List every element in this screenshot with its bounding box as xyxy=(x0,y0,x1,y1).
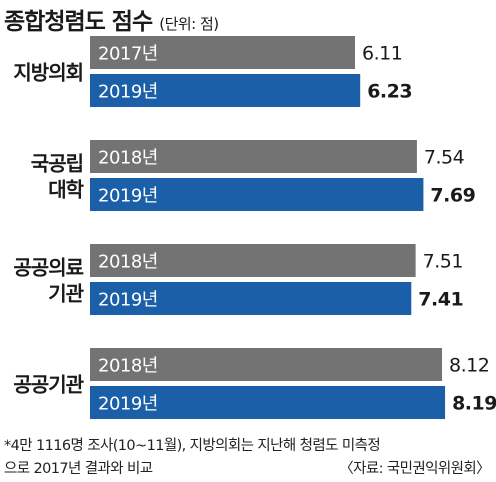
bar-year-label: 2019년 xyxy=(98,394,158,415)
title-text: 종합청렴도 점수 xyxy=(4,9,153,35)
value-label: 7.69 xyxy=(430,185,475,207)
bar-year-label: 2018년 xyxy=(98,356,158,377)
unit-label: (단위: 점) xyxy=(159,15,219,33)
bar xyxy=(90,178,424,211)
value-label: 6.11 xyxy=(362,43,402,65)
value-label: 7.54 xyxy=(424,147,465,169)
bar xyxy=(90,348,443,381)
category-label: 공공의료 xyxy=(13,256,83,280)
chart-title: 종합청렴도 점수 (단위: 점) xyxy=(4,2,219,36)
value-label: 8.12 xyxy=(449,355,489,377)
category-label: 국공립 xyxy=(31,152,83,176)
bar-year-label: 2017년 xyxy=(98,44,158,65)
value-label: 8.19 xyxy=(452,393,496,415)
bar xyxy=(90,140,417,173)
bar-year-label: 2019년 xyxy=(98,290,158,311)
source-label: 〈자료: 국민권익위원회〉 xyxy=(339,461,490,477)
bar xyxy=(90,36,355,69)
category-label: 대학 xyxy=(48,178,84,202)
value-label: 7.41 xyxy=(418,289,463,311)
bar xyxy=(90,386,446,419)
bar-year-label: 2019년 xyxy=(98,82,158,103)
category-label: 지방의회 xyxy=(13,61,83,85)
value-label: 7.51 xyxy=(423,251,463,273)
bar-year-label: 2018년 xyxy=(98,252,158,273)
category-label: 공공기관 xyxy=(13,373,84,397)
bar xyxy=(90,244,416,277)
bar-year-label: 2018년 xyxy=(98,148,158,169)
bar xyxy=(90,74,361,107)
bar xyxy=(90,282,412,315)
footnote-line-1: *4만 1116명 조사(10~11월), 지방의회는 지난해 청렴도 미측정 xyxy=(4,438,381,454)
footnote-line-2: 으로 2017년 결과와 비교 xyxy=(4,461,153,477)
category-label: 기관 xyxy=(48,282,84,306)
value-label: 6.23 xyxy=(367,81,412,103)
bar-year-label: 2019년 xyxy=(98,186,158,207)
